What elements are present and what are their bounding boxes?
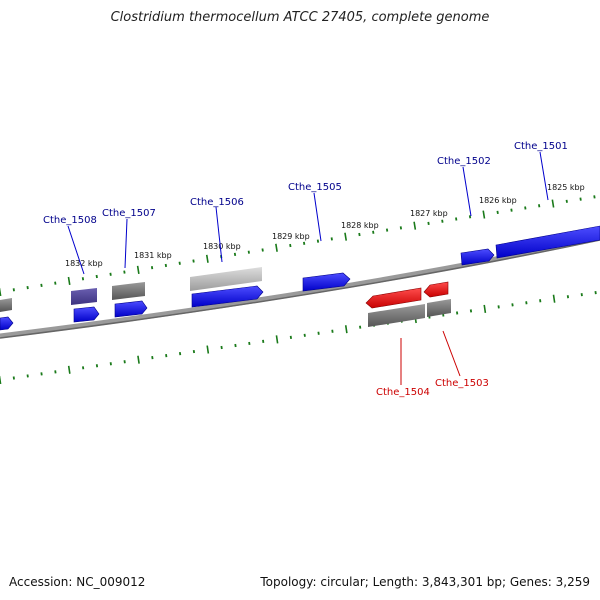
ruler-major-tick [206,345,210,354]
gene-label-cthe-1508[interactable]: Cthe_1508 [43,215,97,226]
ruler-major-tick [137,355,140,364]
ruler-major-tick [344,232,348,241]
gene-label-cthe-1507[interactable]: Cthe_1507 [102,208,156,219]
gene-bar[interactable] [368,304,425,327]
ruler-major-tick [551,199,555,208]
reverse-gene-bars [368,299,451,327]
gene-label-cthe-1505[interactable]: Cthe_1505 [288,182,342,193]
gene-bar[interactable] [71,288,97,305]
kbp-label-1830: 1830 kbp [203,242,241,251]
gene-label-cthe-1502[interactable]: Cthe_1502 [437,156,491,167]
genome-summary-text: Topology: circular; Length: 3,843,301 bp… [260,575,590,589]
feature-arrow[interactable] [365,287,422,309]
kbp-label-1825: 1825 kbp [547,183,585,192]
gene-label-cthe-1501[interactable]: Cthe_1501 [514,141,568,152]
map-title: Clostridium thermocellum ATCC 27405, com… [110,10,490,25]
feature-arrow[interactable] [460,248,495,266]
ruler-major-tick [413,221,417,230]
ruler-major-tick [0,375,2,385]
forward-gene-bars [0,267,262,312]
ruler-major-tick [205,254,209,263]
gene-bar[interactable] [427,299,451,317]
label-connectors [67,151,549,385]
kbp-label-1828: 1828 kbp [341,221,379,230]
kbp-label-1827: 1827 kbp [410,209,448,218]
ruler-major-tick [552,294,556,303]
accession-text: Accession: NC_009012 [9,575,146,589]
ruler-major-tick [275,335,279,344]
feature-arrow[interactable] [0,316,14,331]
ruler-major-tick [483,304,487,313]
feature-arrow[interactable] [423,281,449,298]
kbp-label-1829: 1829 kbp [272,232,310,241]
feature-arrow[interactable] [191,285,264,308]
kbp-label-1832: 1832 kbp [65,259,103,268]
genome-backbone-shade [0,239,600,339]
reverse-strand-ruler [0,291,597,385]
kbp-label-1826: 1826 kbp [479,196,517,205]
gene-label-cthe-1504[interactable]: Cthe_1504 [376,387,430,398]
ruler-major-tick [344,325,348,334]
feature-arrow[interactable] [73,306,100,323]
gene-bar[interactable] [0,298,12,312]
ruler-major-tick [0,287,2,297]
ruler-major-tick [67,276,71,286]
gene-bar[interactable] [190,267,262,291]
kbp-label-1831: 1831 kbp [134,251,172,260]
feature-arrow[interactable] [302,272,351,292]
ruler-major-tick [136,265,140,274]
ruler-major-tick [482,210,486,219]
forward-strand-ruler [0,195,596,297]
ruler-major-tick [275,243,278,252]
reverse-features [365,281,449,309]
gene-label-cthe-1506[interactable]: Cthe_1506 [190,197,244,208]
feature-arrow[interactable] [495,225,600,259]
feature-arrow[interactable] [114,300,148,318]
gene-label-cthe-1503[interactable]: Cthe_1503 [435,378,489,389]
gene-bar[interactable] [112,282,145,300]
ruler-major-tick [67,365,71,374]
forward-features [0,225,600,331]
